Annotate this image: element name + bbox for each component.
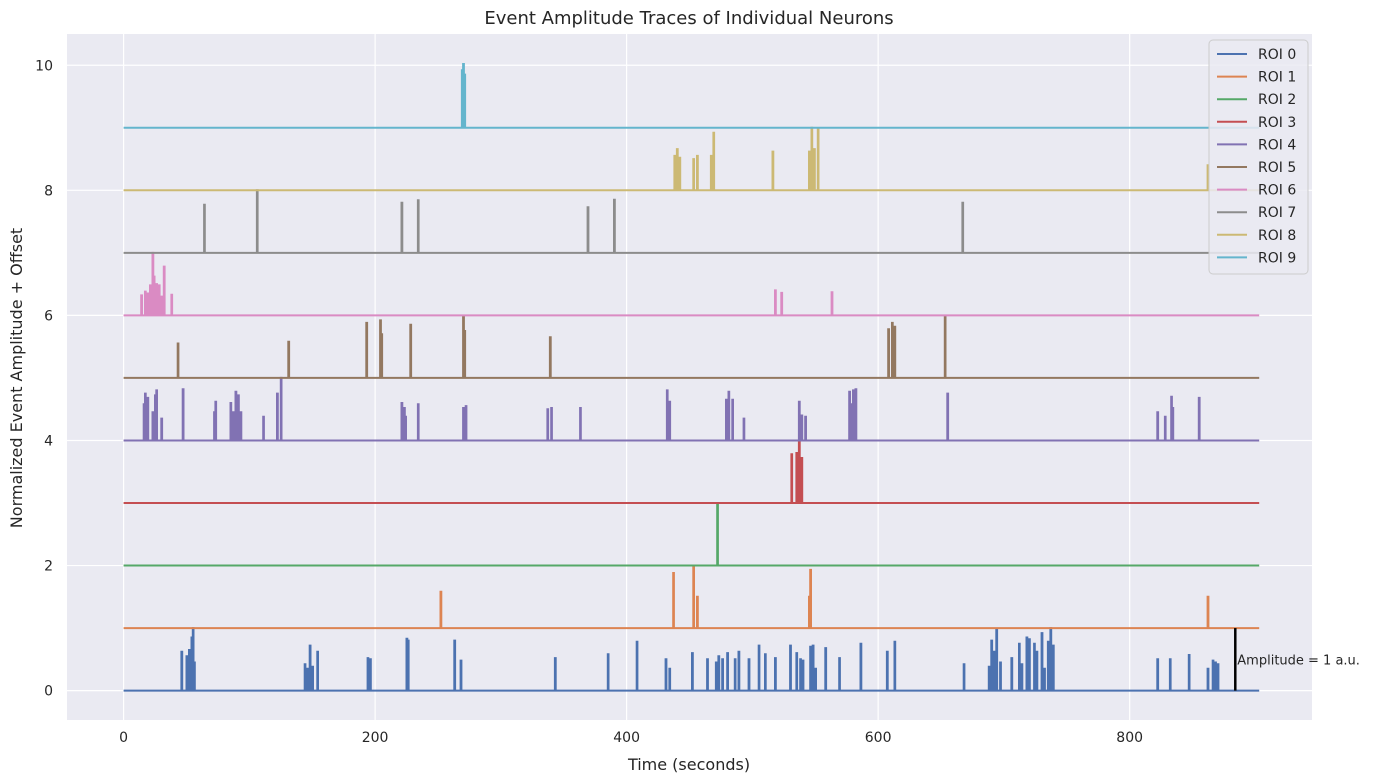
scale-bar: Amplitude = 1 a.u. [1234,628,1360,691]
series-line-roi-9 [123,63,1260,129]
y-tick-label: 4 [44,433,53,449]
series-layer [123,63,1260,692]
x-tick-label: 800 [1116,730,1143,746]
series-line-roi-8 [123,126,1260,192]
series-line-roi-3 [123,439,1260,504]
legend-entry: ROI 5 [1258,160,1296,176]
series-line-roi-1 [123,564,1260,630]
legend-entry: ROI 6 [1258,183,1296,199]
series-line-roi-7 [123,189,1260,254]
legend-entry: ROI 8 [1258,228,1296,244]
y-tick-label: 2 [44,559,53,575]
legend-entry: ROI 7 [1258,205,1296,221]
y-tick-label: 8 [44,183,53,199]
legend-entry: ROI 2 [1258,92,1296,108]
legend-entry: ROI 0 [1258,47,1296,63]
series-line-roi-6 [123,251,1260,317]
x-tick-label: 600 [865,730,892,746]
x-tick-label: 400 [613,730,640,746]
y-axis-label: Normalized Event Amplitude + Offset [7,228,26,528]
legend-entry: ROI 4 [1258,137,1296,153]
x-axis-label: Time (seconds) [627,755,750,774]
y-tick-label: 10 [35,58,53,74]
legend-entry: ROI 9 [1258,250,1296,266]
series-line-roi-5 [123,315,1260,379]
legend: ROI 0 ROI 1 ROI 2 ROI 3 ROI 4 ROI 5 ROI 6 ROI 7… [1208,39,1309,275]
y-tick-label: 0 [44,684,53,700]
legend-entry: ROI 1 [1258,70,1296,86]
x-axis-ticks: 0 200 400 600 800 [119,730,1143,746]
series-line-roi-0 [123,627,1260,692]
scale-bar-label: Amplitude = 1 a.u. [1237,653,1360,668]
legend-entry: ROI 3 [1258,115,1296,131]
chart-title: Event Amplitude Traces of Individual Neu… [484,8,893,29]
y-tick-label: 6 [44,308,53,324]
x-tick-label: 200 [362,730,389,746]
y-axis-ticks: 0 2 4 6 8 10 [35,58,53,699]
series-line-roi-4 [123,376,1260,442]
x-tick-label: 0 [119,730,128,746]
